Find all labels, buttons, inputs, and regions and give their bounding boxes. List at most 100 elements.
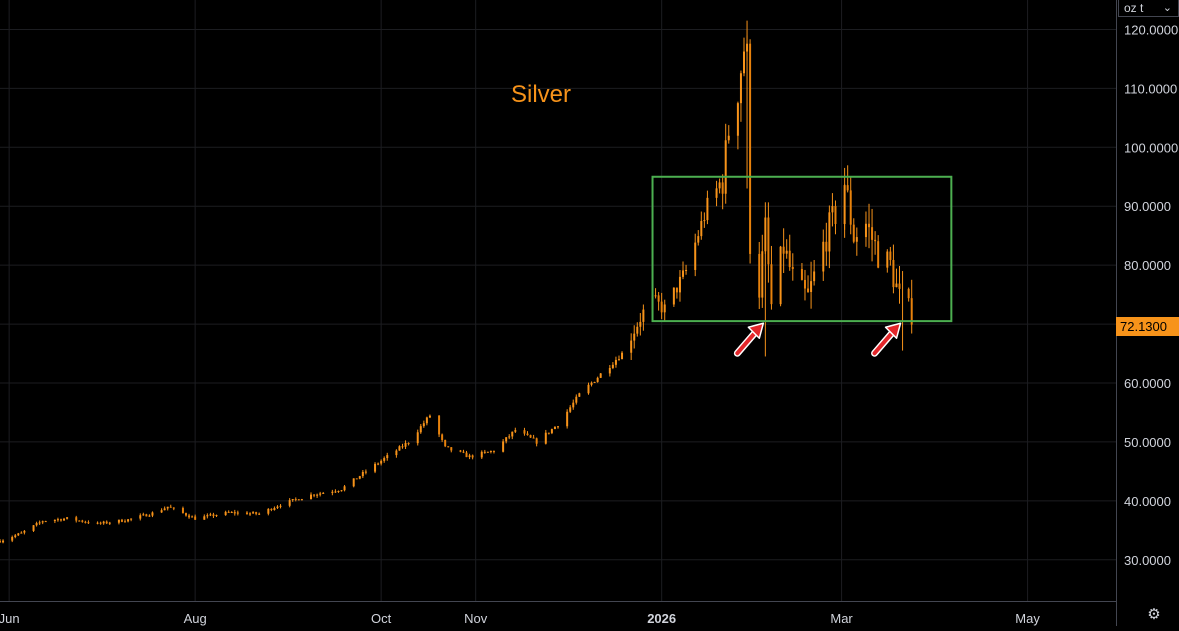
- y-tick-label: 30.0000: [1124, 553, 1171, 568]
- candle: [611, 362, 614, 370]
- candle: [505, 437, 508, 444]
- candle: [724, 123, 727, 204]
- candle: [480, 450, 483, 460]
- candle: [502, 439, 505, 453]
- y-tick-label: 110.0000: [1124, 81, 1177, 96]
- candle: [227, 510, 230, 513]
- candlestick-series: [0, 20, 913, 544]
- candle: [807, 275, 810, 293]
- candle: [813, 260, 816, 286]
- y-tick-label: 50.0000: [1124, 435, 1171, 450]
- candle: [428, 414, 431, 419]
- candle: [75, 515, 78, 523]
- candle: [236, 510, 239, 516]
- candle: [700, 211, 703, 240]
- candle: [459, 449, 462, 453]
- candle: [224, 510, 227, 516]
- candle: [294, 497, 297, 502]
- candle: [310, 492, 313, 500]
- candle: [163, 506, 166, 511]
- range-box: [651, 175, 953, 323]
- candle: [675, 287, 678, 299]
- unit-selector[interactable]: oz t ⌄: [1118, 0, 1179, 17]
- candle: [523, 427, 526, 436]
- candle: [169, 504, 172, 508]
- candle: [788, 234, 791, 271]
- candle: [300, 498, 303, 501]
- candle: [727, 125, 730, 144]
- candle: [535, 437, 538, 447]
- candle: [96, 521, 99, 525]
- candle: [127, 518, 130, 523]
- candle: [386, 452, 389, 461]
- candle: [864, 211, 867, 247]
- candle: [694, 233, 697, 277]
- candle: [877, 235, 880, 269]
- candle: [398, 445, 401, 451]
- candle: [322, 491, 325, 494]
- arrow-icon: [871, 322, 902, 357]
- x-tick-label: Aug: [184, 611, 207, 626]
- candle: [514, 427, 517, 433]
- candle: [846, 165, 849, 193]
- candle: [249, 512, 252, 516]
- chevron-down-icon: ⌄: [1162, 2, 1172, 14]
- x-tick-label: Nov: [464, 611, 488, 626]
- candle: [557, 426, 559, 429]
- candle: [471, 454, 474, 460]
- candle: [544, 429, 547, 445]
- candle: [749, 39, 752, 264]
- candle: [465, 450, 468, 458]
- candle: [313, 494, 316, 498]
- candle: [492, 450, 495, 454]
- candle: [401, 443, 404, 449]
- candle: [419, 424, 422, 434]
- candle: [383, 456, 386, 463]
- candle: [438, 415, 441, 438]
- candle: [678, 270, 681, 302]
- candle: [636, 322, 639, 337]
- candle: [715, 180, 718, 207]
- candle: [782, 228, 785, 274]
- candle: [422, 420, 425, 428]
- arrow-icon: [733, 322, 765, 357]
- candle: [166, 506, 169, 511]
- candle: [621, 351, 624, 360]
- candle: [105, 520, 108, 525]
- candle: [255, 511, 258, 516]
- candle: [145, 513, 148, 517]
- candle: [99, 521, 102, 525]
- candle: [53, 519, 56, 524]
- candle: [319, 491, 322, 497]
- candle: [181, 506, 184, 514]
- x-tick-label: Oct: [371, 611, 392, 626]
- candle: [779, 245, 782, 307]
- candle: [868, 203, 871, 249]
- candle: [63, 517, 66, 521]
- candle: [721, 174, 724, 210]
- candle: [84, 520, 87, 524]
- candle: [736, 101, 739, 150]
- candle: [444, 439, 447, 448]
- candle: [810, 261, 813, 309]
- x-tick-label: 2026: [647, 611, 676, 626]
- candle: [340, 490, 343, 492]
- candle: [288, 498, 291, 508]
- candle: [907, 287, 910, 302]
- grid: [0, 0, 1116, 601]
- candle: [194, 514, 197, 521]
- candle: [233, 509, 236, 516]
- candle: [56, 517, 59, 522]
- candle: [245, 511, 248, 515]
- y-tick-label: 120.0000: [1124, 22, 1178, 37]
- candle: [791, 253, 794, 281]
- candle: [532, 434, 535, 439]
- candle: [441, 433, 444, 442]
- candle: [361, 470, 364, 479]
- candle: [590, 381, 593, 387]
- candle: [614, 356, 617, 368]
- gear-icon[interactable]: ⚙: [1147, 606, 1161, 623]
- candle: [14, 533, 17, 539]
